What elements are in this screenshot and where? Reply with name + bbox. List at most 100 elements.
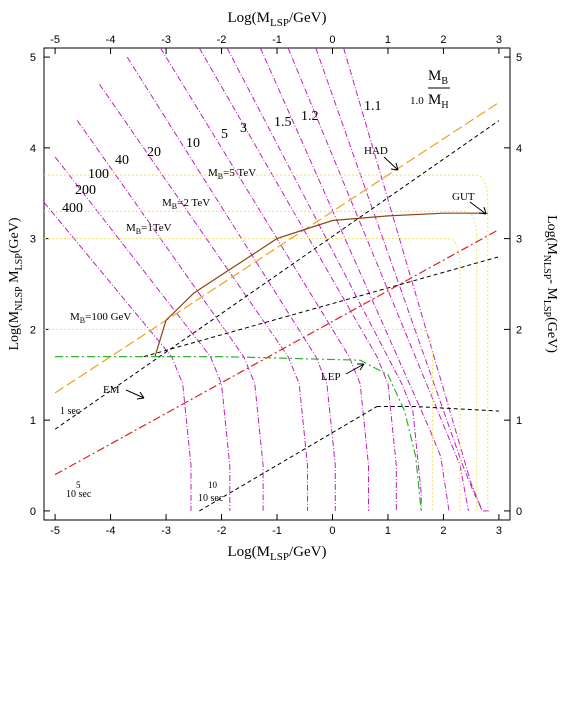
ratio-contour-1.2: [287, 48, 469, 511]
y-tick-label-right-0: 0: [516, 506, 522, 518]
y-tick-label-left-5: 5: [30, 52, 36, 64]
x-tick-label-top-0: 0: [329, 34, 335, 46]
mb1-tail: =1TeV: [141, 222, 172, 234]
mb100-tail: =100 GeV: [85, 311, 131, 323]
ratio-contour-1.5: [259, 48, 450, 511]
ratio-contour-400: [44, 201, 192, 511]
y-right-sub2: LSP: [541, 300, 552, 318]
y-left-sub: NLSP: [14, 286, 25, 311]
mb2-pre: M: [162, 197, 172, 209]
legend-mh-main: M: [428, 92, 441, 108]
contour-label-1.5: 1.5: [274, 115, 292, 130]
x-tick-label-top--1: -1: [272, 34, 282, 46]
lifetime-line-1: [143, 256, 500, 358]
contour-label-5: 5: [221, 127, 228, 142]
y-axis-title-right: Log(MNLSP- MLSP(GeV): [541, 215, 559, 353]
legend-mb-main: M: [428, 68, 441, 84]
had-label: HAD: [364, 145, 388, 157]
contour-label-1.1: 1.1: [364, 99, 382, 114]
had-arrow: [383, 156, 399, 171]
mb-label-2tev: MB=2 TeV: [162, 197, 210, 211]
mb-label-5tev: MB=5 TeV: [208, 167, 256, 181]
contour-label-3: 3: [240, 121, 247, 136]
ratio-contour-5: [198, 48, 397, 511]
mb100-pre: M: [70, 311, 80, 323]
y-left-sub2: LSP: [14, 253, 25, 271]
mb5-sub: B: [218, 172, 223, 181]
ratio-legend: MB MH: [428, 68, 450, 111]
ratio-contour-1.1: [315, 48, 483, 512]
y-tick-label-right-5: 5: [516, 52, 522, 64]
x-tick-label-bottom-1: 1: [385, 525, 391, 537]
x-tick-label-bottom-0: 0: [329, 525, 335, 537]
x-tick-label-top-3: 3: [496, 34, 502, 46]
x-tick-label-top--5: -5: [50, 34, 60, 46]
x-bottom-sub: LSP: [270, 551, 289, 563]
mb5-tail: =5 TeV: [223, 167, 256, 179]
contour-label-400: 400: [62, 201, 83, 216]
ratio-contour-10: [160, 48, 369, 511]
x-tick-label-bottom-2: 2: [440, 525, 446, 537]
y-tick-label-right-4: 4: [516, 143, 522, 155]
y-left-tail: (GeV): [7, 217, 22, 253]
lifetime-line-flat: [376, 406, 499, 412]
contour-label-100: 100: [88, 167, 109, 182]
x-tick-label-bottom--1: -1: [272, 525, 282, 537]
mb1-sub: B: [136, 227, 141, 236]
x-tick-label-top--3: -3: [161, 34, 171, 46]
lifetime-line-0: [54, 120, 500, 430]
mb2-tail: =2 TeV: [177, 197, 210, 209]
y-axis-title-left: Log(MNLSP MLSP(GeV): [7, 217, 25, 350]
ratio-contour-40: [99, 84, 308, 511]
x-top-sub: LSP: [270, 17, 289, 29]
bbn-line-had: [54, 101, 500, 394]
y-right-mid: - M: [544, 279, 559, 300]
x-tick-label-bottom--3: -3: [161, 525, 171, 537]
lifetime-label-1e5: 10 sec: [66, 489, 92, 500]
x-tick-label-bottom--5: -5: [50, 525, 60, 537]
y-tick-label-right-1: 1: [516, 415, 522, 427]
y-tick-label-right-3: 3: [516, 234, 522, 246]
ratio-contour-100: [76, 120, 264, 511]
x-bottom-tail: /GeV): [289, 544, 327, 560]
contour-label-1.0: 1.0: [410, 95, 424, 107]
mb-line-100GeV: [44, 328, 433, 511]
mb1-pre: M: [126, 222, 136, 234]
mb100-sub: B: [80, 316, 85, 325]
axis-ticks: -5 -5 -4 -4 -3 -3 -2 -2 -1 -1 0 0 1 1 2 2 3 3 0 0 1 1 2 2 3 3 4 4 5 5: [30, 34, 522, 537]
gut-curve: [154, 212, 488, 357]
lep-label: LEP: [321, 371, 341, 383]
x-tick-label-top-1: 1: [385, 34, 391, 46]
y-tick-label-left-4: 4: [30, 143, 36, 155]
mb5-pre: M: [208, 167, 218, 179]
y-tick-label-left-1: 1: [30, 415, 36, 427]
y-right-sub: NLSP: [541, 255, 552, 280]
legend-mh-sub: H: [441, 100, 448, 111]
legend-mb: MB: [428, 68, 448, 87]
lifetime-line-2: [199, 406, 378, 512]
y-right-main: Log(M: [544, 215, 559, 255]
y-tick-label-left-2: 2: [30, 324, 36, 336]
y-tick-label-right-2: 2: [516, 324, 522, 336]
contour-label-20: 20: [147, 145, 161, 160]
x-bottom-main: Log(M: [228, 544, 271, 560]
contour-label-1.2: 1.2: [301, 109, 319, 124]
gut-label: GUT: [452, 191, 475, 203]
curves: [44, 48, 500, 512]
y-tick-label-left-3: 3: [30, 234, 36, 246]
ratio-contour-1.0: [343, 48, 491, 512]
ratio-contour-20: [126, 56, 336, 511]
lifetime-label-1e10: 10 sec: [198, 493, 224, 504]
legend-mb-sub: B: [441, 76, 448, 87]
em-arrow: [125, 389, 145, 400]
y-tick-label-left-0: 0: [30, 506, 36, 518]
mb-line-1TeV: [44, 238, 461, 511]
lifetime-label-1sec: 1 sec: [60, 406, 81, 417]
x-tick-label-bottom--2: -2: [217, 525, 227, 537]
ratio-contour-3: [226, 48, 422, 511]
x-tick-label-top--4: -4: [106, 34, 116, 46]
mb-line-5TeV: [44, 174, 489, 511]
legend-mh: MH: [428, 92, 449, 111]
x-top-tail: /GeV): [289, 10, 327, 26]
